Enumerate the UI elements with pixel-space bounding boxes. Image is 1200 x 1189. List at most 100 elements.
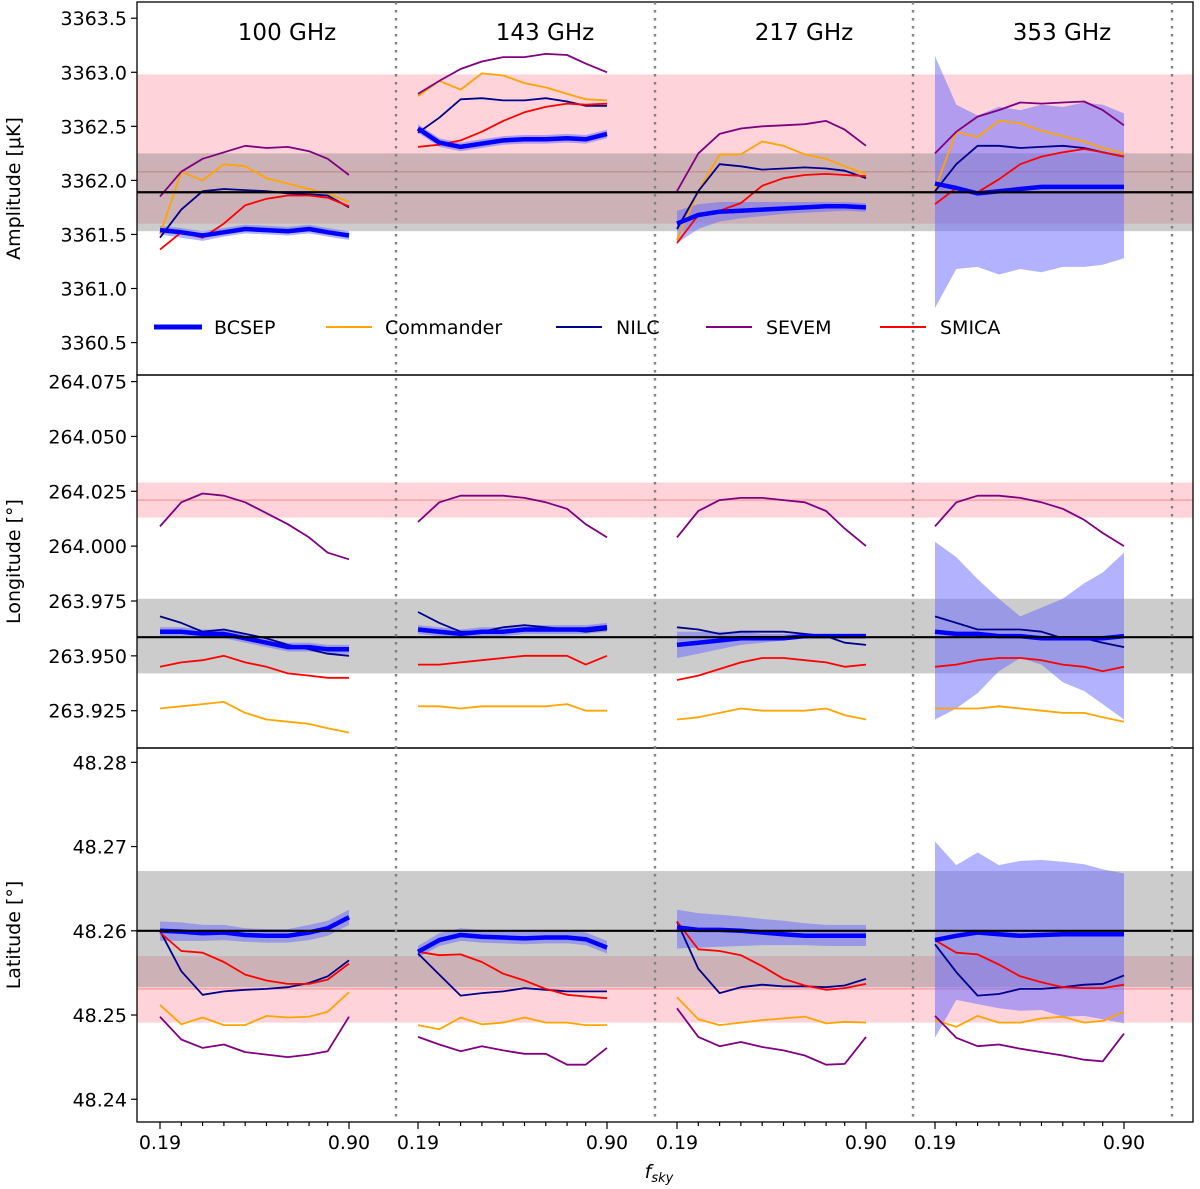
series-sevem (159, 144, 350, 198)
series-commander (417, 72, 608, 102)
group-dividers (394, 2, 1174, 1122)
series-nilc (934, 943, 1125, 997)
series-commander (934, 1010, 1125, 1028)
y-tick-label: 48.25 (73, 1005, 127, 1027)
series-sevem (417, 53, 608, 95)
y-tick-label: 3363.5 (61, 8, 127, 30)
series-bcsep (159, 226, 350, 238)
panels: 3360.5 3361.0 3361.5 3362.0 3362.5 3363.0 3363… (3, 1, 1194, 1123)
series-commander (676, 707, 867, 721)
series-sevem (676, 1007, 867, 1066)
x-tick-label: 0.19 (656, 1132, 698, 1154)
series-nilc (676, 921, 867, 994)
y-tick-label: 3361.0 (61, 279, 127, 301)
series-bcsep (676, 204, 867, 226)
x-tick-label: 0.19 (397, 1132, 439, 1154)
panel-frame (136, 747, 1194, 1123)
panel-1: 3360.5 3361.0 3361.5 3362.0 3362.5 3363.0 3363… (3, 1, 1194, 376)
series-commander (935, 705, 1125, 723)
legend-label-commander: Commander (385, 317, 502, 339)
panel-3: 48.24 48.25 48.26 48.27 48.28 Latitude [°] (3, 747, 1194, 1123)
series-smica (676, 657, 867, 681)
series-sevem (934, 494, 1125, 547)
series-sevem (934, 100, 1125, 155)
y-tick-label: 3362.5 (61, 116, 127, 138)
freq-label-217: 217 GHz (755, 20, 853, 46)
series-smica (676, 920, 867, 991)
series-bcsep (934, 930, 1124, 943)
legend-label-nilc: NILC (616, 317, 660, 339)
y-tick-label: 263.950 (48, 646, 127, 668)
bcsep-uncertainty-band (935, 56, 1124, 308)
x-tick-label: 0.19 (914, 1132, 956, 1154)
freq-label-100: 100 GHz (238, 20, 336, 46)
series-sevem (934, 1015, 1125, 1063)
series-sevem (676, 496, 867, 547)
y-tick-label: 264.050 (48, 426, 127, 448)
panel-2: 263.925 263.950 263.975 264.000 264.025 264.0… (3, 372, 1194, 749)
y-tick-label: 48.28 (73, 752, 127, 774)
series-bcsep (934, 181, 1124, 196)
y-tick-label: 3363.0 (61, 62, 127, 84)
series-commander (676, 140, 867, 241)
series-sevem (159, 1016, 350, 1058)
series-bcsep (416, 126, 608, 150)
series-sevem (417, 1036, 608, 1066)
x-tick-label: 0.19 (139, 1132, 181, 1154)
series-bcsep (417, 625, 608, 637)
series-commander (159, 991, 350, 1026)
y-tick-label: 264.025 (48, 481, 127, 503)
freq-label-143: 143 GHz (496, 20, 594, 46)
series-bcsep (416, 932, 608, 954)
y-tick-label: 48.27 (73, 837, 127, 859)
group-353-ghz (934, 841, 1125, 1063)
series-commander (417, 1016, 607, 1031)
series-nilc (676, 163, 867, 230)
bcsep-uncertainty-band (677, 909, 866, 949)
series-sevem (676, 120, 867, 192)
series-smica (934, 939, 1125, 989)
x-tick-label: 0.90 (328, 1132, 370, 1154)
legend-label-sevem: SEVEM (766, 317, 831, 339)
series-smica (417, 950, 608, 1000)
series-sevem (159, 492, 350, 561)
series-commander (159, 701, 350, 734)
series-nilc (159, 188, 350, 239)
panel-plot-area (137, 482, 1193, 734)
series-sevem (417, 494, 608, 539)
panel-plot-area (137, 53, 1193, 308)
y-tick-label: 3360.5 (61, 333, 127, 355)
series-nilc (417, 952, 607, 997)
series-commander (934, 120, 1125, 190)
group-143-ghz (417, 494, 608, 712)
x-tick-label: 0.90 (845, 1132, 887, 1154)
x-axis: fsky 0.19 0.90 0.19 0.90 0.19 0.90 0.19 0.90 (139, 1122, 1145, 1186)
legend: BCSEP Commander NILC SEVEM SMICA (154, 317, 1000, 339)
bcsep-uncertainty-band (935, 841, 1124, 1038)
series-smica (159, 931, 350, 985)
y-tick-label: 264.075 (48, 372, 127, 394)
y-tick-label: 48.26 (73, 921, 127, 943)
x-axis-label-subscript: sky (651, 1171, 673, 1186)
series-smica (418, 654, 608, 666)
y-axis-label: Longitude [°] (3, 499, 25, 624)
group-143-ghz (416, 53, 608, 152)
y-axis-label: Amplitude [μK] (3, 117, 25, 260)
y-axis-label: Latitude [°] (3, 881, 25, 990)
y-tick-label: 48.24 (73, 1089, 127, 1111)
legend-label-bcsep: BCSEP (214, 317, 276, 339)
y-tick-label: 3361.5 (61, 224, 127, 246)
series-smica (934, 657, 1125, 673)
group-353-ghz (934, 56, 1125, 308)
series-smica (159, 654, 349, 679)
series-commander (418, 703, 607, 712)
frequency-labels: 100 GHz 143 GHz 217 GHz 353 GHz (238, 20, 1111, 46)
series-nilc (676, 626, 867, 646)
x-axis-label: fsky (645, 1161, 674, 1186)
y-tick-label: 3362.0 (61, 170, 127, 192)
group-143-ghz (416, 928, 608, 1066)
group-353-ghz (934, 494, 1125, 723)
panel-plot-area (137, 841, 1193, 1066)
series-commander (676, 996, 867, 1026)
